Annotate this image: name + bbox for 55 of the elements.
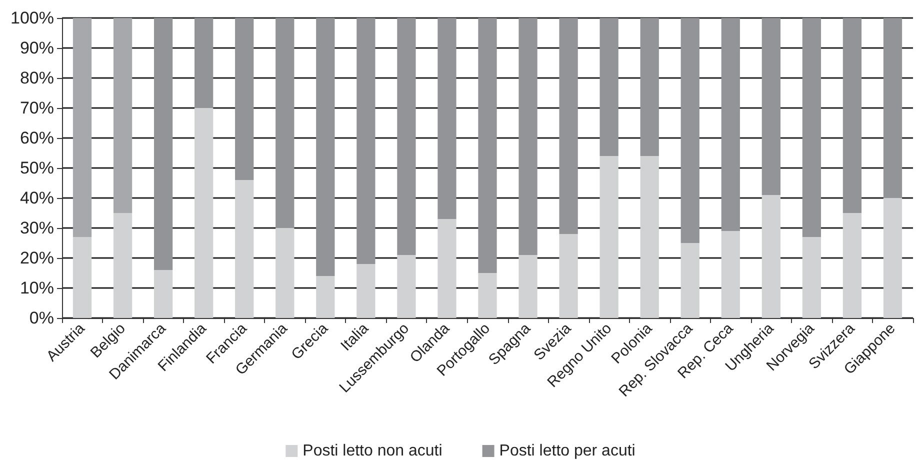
y-tick-label: 20% — [20, 248, 54, 268]
y-tick-label: 0% — [29, 308, 54, 328]
bar — [316, 276, 335, 318]
legend-label: Posti letto per acuti — [499, 442, 636, 460]
bar — [356, 18, 376, 264]
bar — [397, 18, 416, 255]
y-tick-label: 100% — [10, 8, 54, 28]
bar — [478, 273, 497, 318]
bar — [72, 237, 92, 318]
bar — [438, 18, 456, 219]
bar — [762, 195, 780, 318]
bar — [640, 18, 659, 156]
y-tick-label: 30% — [20, 218, 54, 238]
bar — [235, 180, 254, 318]
bar — [640, 156, 659, 318]
bar — [397, 255, 416, 318]
bar — [883, 198, 902, 318]
bar — [194, 18, 214, 108]
y-tick-label: 80% — [20, 68, 54, 88]
y-tick-label: 50% — [20, 158, 54, 178]
legend-label: Posti letto non acuti — [302, 442, 442, 460]
bar — [356, 264, 376, 318]
bar — [883, 18, 902, 198]
bar — [842, 213, 862, 318]
bar — [276, 228, 294, 318]
bar — [559, 234, 578, 318]
y-tick-label: 90% — [20, 38, 54, 58]
y-tick-label: 60% — [20, 128, 54, 148]
bar — [721, 18, 740, 231]
bar — [113, 18, 132, 213]
bar — [802, 237, 822, 318]
bar — [235, 18, 254, 180]
bar — [600, 18, 618, 156]
bar — [721, 231, 740, 318]
y-tick-label: 70% — [20, 98, 54, 118]
bar — [762, 18, 780, 195]
bar — [194, 108, 214, 318]
bar — [518, 255, 538, 318]
bar — [802, 18, 822, 237]
y-tick-label: 40% — [20, 188, 54, 208]
bar — [154, 18, 173, 270]
bar — [316, 18, 335, 276]
bar — [276, 18, 294, 228]
bar — [478, 18, 497, 273]
bar — [72, 18, 92, 237]
bar — [559, 18, 578, 234]
bar — [438, 219, 456, 318]
bar — [600, 156, 618, 318]
bar — [680, 18, 700, 243]
y-tick-label: 10% — [20, 278, 54, 298]
bar — [842, 18, 862, 213]
bar — [113, 213, 132, 318]
bar — [518, 18, 538, 255]
bar — [154, 270, 173, 318]
bar — [680, 243, 700, 318]
